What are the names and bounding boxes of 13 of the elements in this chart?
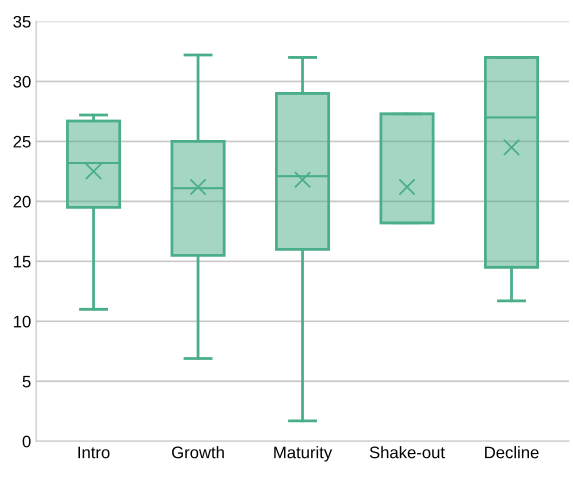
y-tick-label: 25 xyxy=(14,136,31,148)
y-tick-label: 20 xyxy=(14,196,31,208)
y-tick-label: 0 xyxy=(22,436,31,448)
x-tick-label: Maturity xyxy=(274,446,332,462)
y-tick-label: 30 xyxy=(13,76,31,88)
x-tick-label: Intro xyxy=(78,446,110,458)
x-tick-label: Decline xyxy=(485,446,539,458)
y-tick-label: 5 xyxy=(22,376,31,388)
y-tick-label: 35 xyxy=(13,16,31,28)
y-tick-label: 15 xyxy=(14,256,31,268)
y-tick-label: 10 xyxy=(14,316,31,328)
x-tick-label: Growth xyxy=(172,446,224,458)
x-tick-label: Shake-out xyxy=(370,446,445,458)
